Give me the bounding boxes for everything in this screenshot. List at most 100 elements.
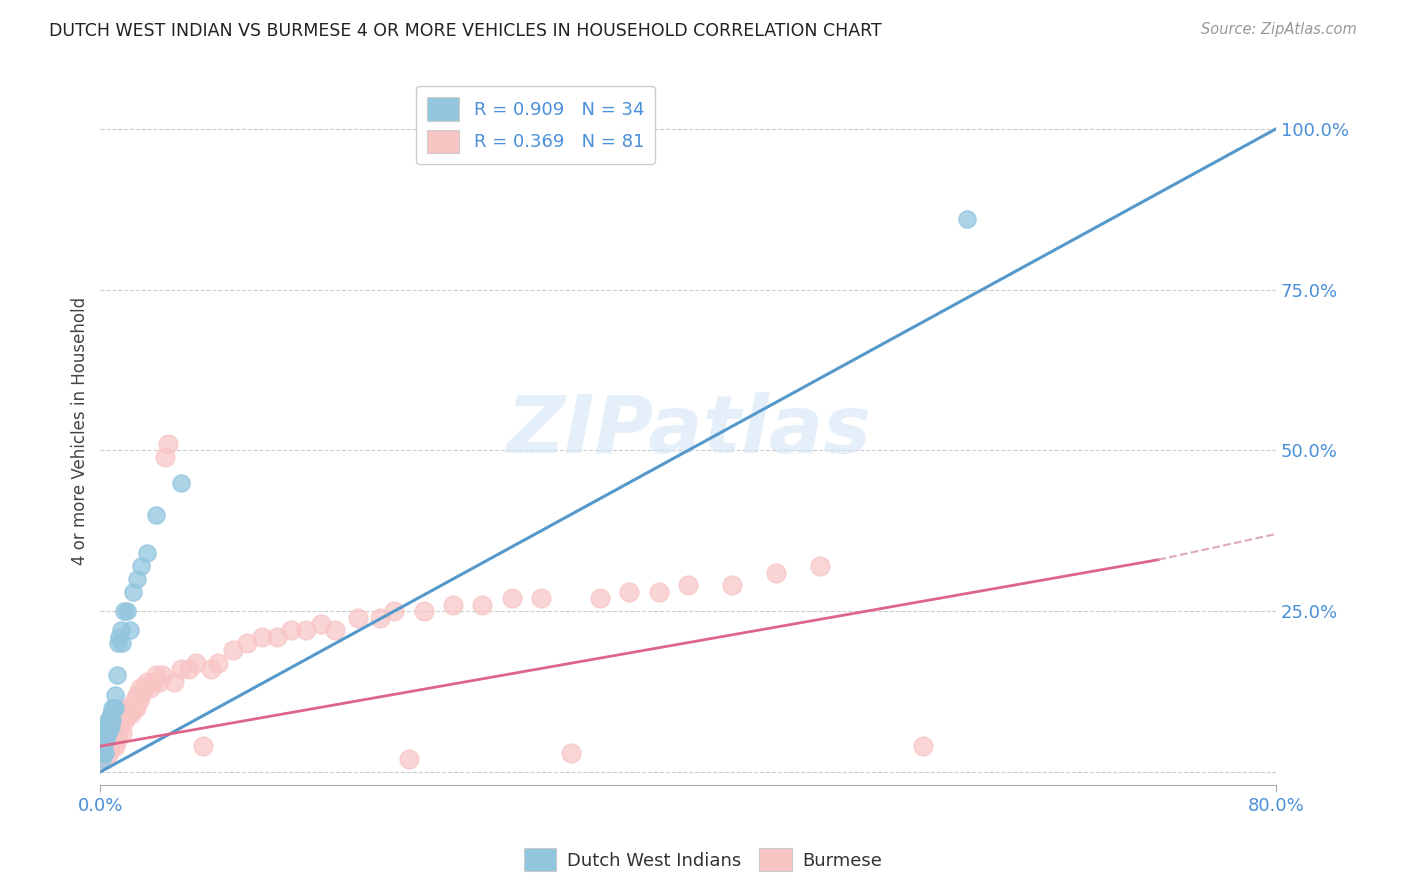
Point bbox=[98, 720, 121, 734]
Point bbox=[105, 732, 128, 747]
Point bbox=[115, 604, 138, 618]
Point bbox=[94, 746, 117, 760]
Point bbox=[134, 681, 156, 696]
Point bbox=[676, 578, 699, 592]
Point bbox=[94, 732, 117, 747]
Point bbox=[111, 714, 134, 728]
Point bbox=[325, 624, 347, 638]
Text: Source: ZipAtlas.com: Source: ZipAtlas.com bbox=[1201, 22, 1357, 37]
Point bbox=[501, 591, 523, 606]
Point bbox=[110, 706, 132, 721]
Point bbox=[142, 674, 165, 689]
Point bbox=[912, 739, 935, 754]
Point bbox=[156, 437, 179, 451]
Point bbox=[131, 559, 153, 574]
Text: DUTCH WEST INDIAN VS BURMESE 4 OR MORE VEHICLES IN HOUSEHOLD CORRELATION CHART: DUTCH WEST INDIAN VS BURMESE 4 OR MORE V… bbox=[49, 22, 882, 40]
Point bbox=[105, 720, 128, 734]
Point bbox=[104, 700, 127, 714]
Point bbox=[412, 604, 434, 618]
Point bbox=[280, 624, 302, 638]
Point bbox=[97, 746, 120, 760]
Point bbox=[94, 726, 117, 740]
Point bbox=[471, 598, 494, 612]
Point bbox=[810, 559, 832, 574]
Point bbox=[530, 591, 553, 606]
Point bbox=[170, 475, 193, 490]
Point bbox=[107, 636, 129, 650]
Point bbox=[148, 674, 170, 689]
Point bbox=[145, 668, 167, 682]
Point bbox=[103, 726, 125, 740]
Y-axis label: 4 or more Vehicles in Household: 4 or more Vehicles in Household bbox=[72, 297, 89, 566]
Point bbox=[560, 746, 582, 760]
Point bbox=[346, 610, 368, 624]
Point bbox=[221, 642, 243, 657]
Point bbox=[163, 674, 186, 689]
Point bbox=[398, 752, 420, 766]
Point bbox=[124, 700, 146, 714]
Point bbox=[90, 752, 112, 766]
Point bbox=[91, 739, 114, 754]
Point bbox=[128, 694, 150, 708]
Point bbox=[96, 720, 118, 734]
Point bbox=[110, 624, 132, 638]
Point bbox=[956, 211, 979, 226]
Point bbox=[101, 714, 124, 728]
Point bbox=[103, 700, 125, 714]
Point bbox=[441, 598, 464, 612]
Point bbox=[368, 610, 391, 624]
Point bbox=[94, 752, 117, 766]
Point bbox=[721, 578, 744, 592]
Point bbox=[90, 752, 112, 766]
Point bbox=[184, 656, 207, 670]
Point bbox=[117, 706, 139, 721]
Point bbox=[101, 739, 124, 754]
Point bbox=[91, 752, 114, 766]
Point bbox=[98, 732, 121, 747]
Point bbox=[382, 604, 405, 618]
Point bbox=[112, 604, 135, 618]
Point bbox=[112, 706, 135, 721]
Point bbox=[193, 739, 215, 754]
Point bbox=[619, 585, 641, 599]
Point bbox=[309, 617, 332, 632]
Point bbox=[114, 714, 136, 728]
Point bbox=[153, 450, 176, 464]
Point bbox=[200, 662, 222, 676]
Point bbox=[96, 732, 118, 747]
Point bbox=[91, 746, 114, 760]
Point bbox=[107, 726, 129, 740]
Point bbox=[266, 630, 288, 644]
Point bbox=[104, 726, 127, 740]
Point bbox=[100, 706, 122, 721]
Point bbox=[97, 726, 120, 740]
Point bbox=[111, 726, 134, 740]
Point bbox=[96, 746, 118, 760]
Point bbox=[136, 674, 159, 689]
Point bbox=[136, 546, 159, 560]
Legend: Dutch West Indians, Burmese: Dutch West Indians, Burmese bbox=[516, 841, 890, 879]
Point bbox=[131, 688, 153, 702]
Point bbox=[104, 739, 127, 754]
Point bbox=[589, 591, 612, 606]
Point bbox=[295, 624, 318, 638]
Point bbox=[94, 739, 117, 754]
Point bbox=[139, 681, 162, 696]
Point bbox=[177, 662, 200, 676]
Point bbox=[101, 700, 124, 714]
Text: ZIPatlas: ZIPatlas bbox=[506, 392, 870, 470]
Point bbox=[98, 714, 121, 728]
Point bbox=[129, 681, 152, 696]
Point bbox=[150, 668, 173, 682]
Point bbox=[108, 630, 131, 644]
Point bbox=[98, 746, 121, 760]
Point bbox=[120, 706, 142, 721]
Point bbox=[145, 508, 167, 522]
Point bbox=[97, 714, 120, 728]
Point bbox=[118, 624, 141, 638]
Point bbox=[115, 700, 138, 714]
Point bbox=[118, 700, 141, 714]
Point bbox=[170, 662, 193, 676]
Point bbox=[101, 726, 124, 740]
Point bbox=[108, 720, 131, 734]
